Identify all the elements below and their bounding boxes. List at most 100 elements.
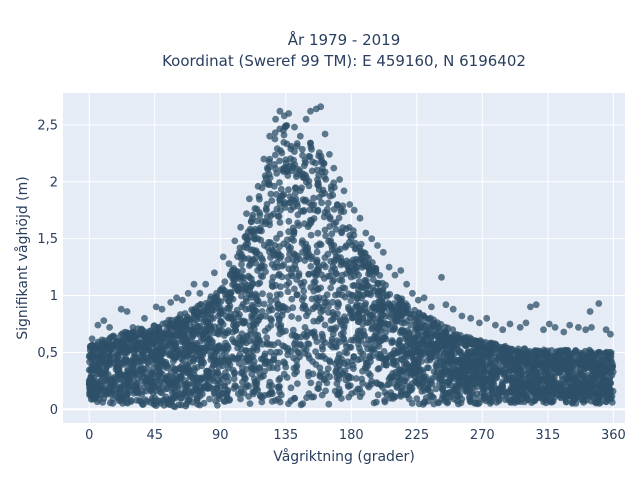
data-point [354,318,362,325]
data-point [275,316,283,324]
data-point [285,228,292,236]
data-point [405,350,413,357]
data-point [504,395,512,403]
data-point-outlier [551,324,559,331]
data-point [292,189,299,197]
data-point [397,306,405,314]
data-point [327,284,335,292]
data-point [271,135,279,143]
data-point [324,205,331,213]
data-point-outlier [196,289,204,297]
data-point [258,217,266,225]
x-tick-label: 0 [85,428,93,443]
data-point [450,344,458,352]
data-point [330,220,338,228]
data-point [295,222,303,229]
data-point [315,186,323,193]
data-point [136,397,144,404]
data-point [414,375,422,383]
data-point-outlier [285,110,293,117]
data-point-outlier [575,324,582,331]
data-point [313,256,321,264]
data-point [249,388,257,396]
data-point [332,343,340,351]
data-point [252,379,260,386]
data-point-outlier [100,317,108,324]
data-point-outlier [522,319,530,327]
data-point [356,291,364,298]
data-point [537,351,545,359]
data-point [606,348,613,356]
data-point [132,388,140,396]
data-point [345,259,353,266]
data-point [454,392,462,399]
data-point [374,291,382,299]
data-point [273,170,281,177]
data-point [274,212,282,220]
data-point [274,359,282,367]
data-point [280,240,288,248]
data-point [248,301,256,309]
data-point [177,311,184,318]
data-point [210,377,218,385]
data-point-outlier [248,214,256,222]
data-point [100,347,108,354]
data-point [189,387,197,394]
data-point [252,366,259,374]
data-point [462,354,470,362]
data-point [341,243,349,251]
data-point [347,374,355,382]
data-point-outlier [586,308,594,315]
data-point [109,395,117,403]
data-point [317,353,325,360]
data-point [271,151,279,159]
data-point-outlier [403,280,410,288]
data-point [265,171,273,178]
data-point [487,380,495,388]
data-point [479,384,486,392]
data-point [347,297,355,305]
x-tick-label: 135 [273,428,298,443]
data-point [502,354,509,362]
data-point [363,308,371,316]
data-point [203,317,211,325]
data-point [266,303,274,311]
data-point [115,388,123,396]
data-point [281,204,289,211]
data-point [285,265,293,273]
data-point [290,237,297,244]
data-point [421,322,429,329]
data-point-outlier [141,314,148,322]
data-point [138,326,146,333]
data-point [546,396,553,403]
data-point [251,225,259,233]
data-point [338,277,346,285]
data-point [309,158,316,166]
data-point [222,291,229,298]
data-point [258,308,266,315]
data-point [276,330,283,338]
data-point [86,378,93,386]
data-point [105,336,113,343]
data-point [276,179,283,186]
data-point [427,314,434,322]
data-point [305,250,313,258]
data-point [314,385,322,392]
data-point [232,310,240,318]
data-point [439,384,447,392]
data-point [362,340,370,348]
data-point [314,229,322,237]
data-point [393,384,401,391]
data-point [416,340,423,348]
data-point [319,333,326,340]
data-point [234,390,242,398]
data-point [267,190,275,198]
data-point-outlier [307,107,314,115]
data-point [295,255,303,263]
data-point [369,276,377,283]
data-point [330,179,338,187]
data-point-outlier [190,280,198,288]
data-point [226,302,234,310]
data-point-outlier [184,289,192,297]
data-point [328,325,336,333]
